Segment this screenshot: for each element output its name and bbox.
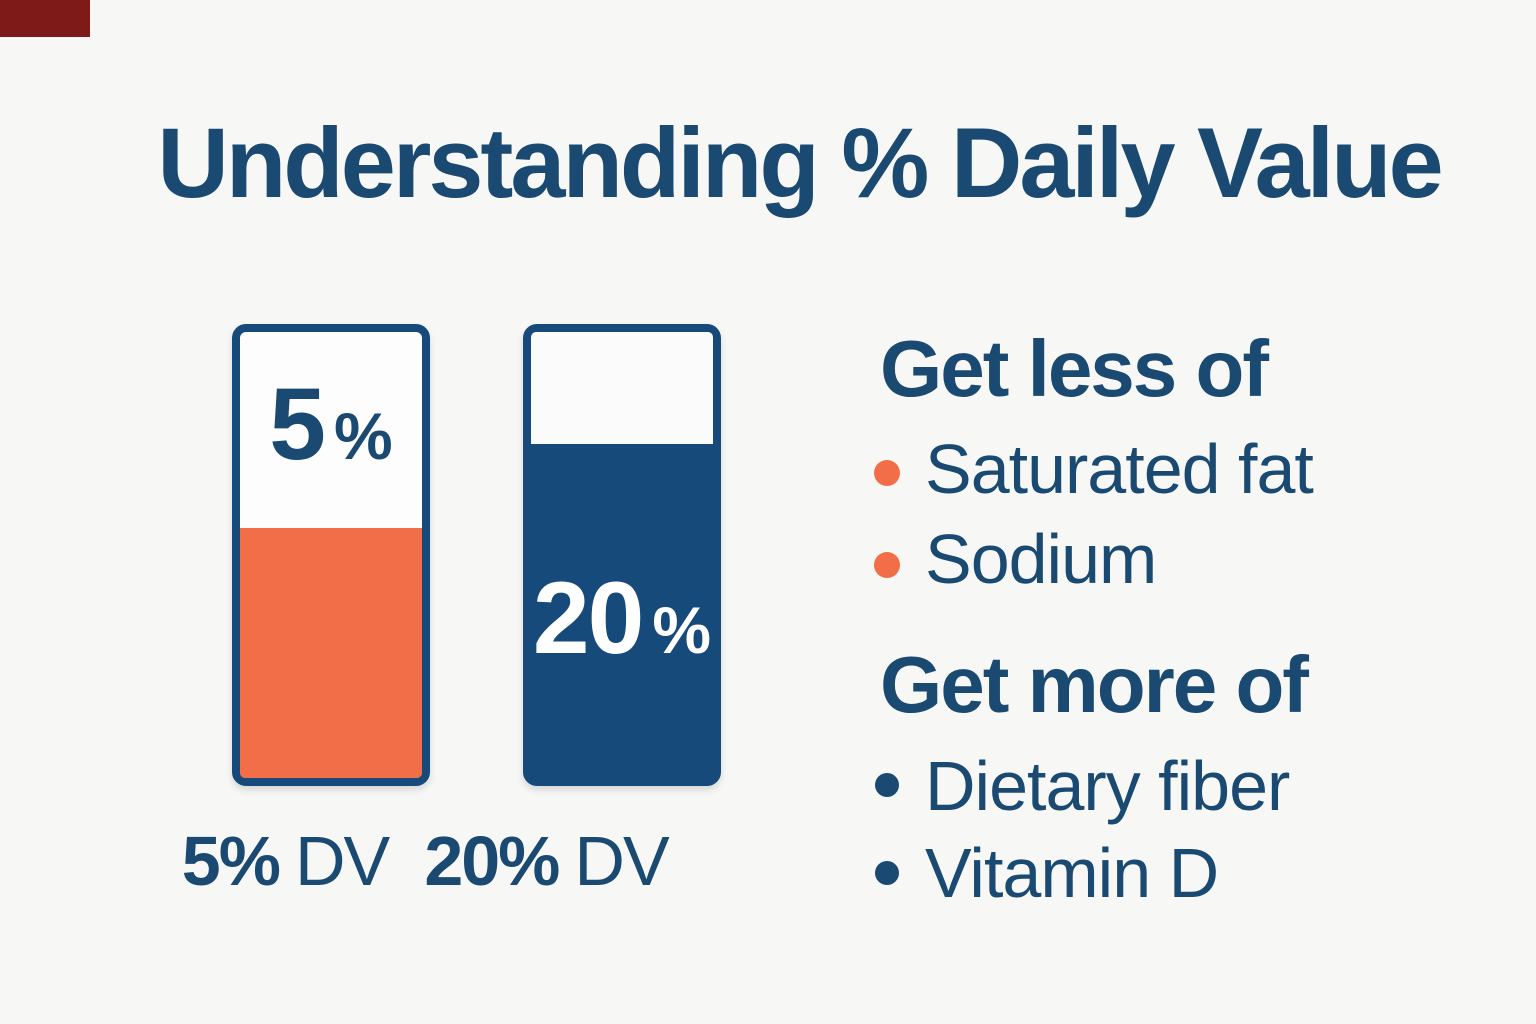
bullet-icon: [875, 773, 899, 797]
bullet-icon: [874, 460, 900, 486]
dv-bar-20-caption-suffix: DV: [574, 822, 669, 900]
dv-bar-5-percent-sign: %: [334, 399, 393, 473]
dv-bar-5-number: 5: [269, 367, 326, 481]
dv-bar-20-value: 20%: [531, 567, 713, 669]
dv-bar-5-value: 5%: [240, 373, 422, 475]
dv-bar-20-caption-number: 20%: [424, 822, 560, 900]
dv-bar-20-empty: [531, 332, 713, 444]
list-item-dietary-fiber: Dietary fiber: [925, 747, 1290, 825]
bullet-icon: [874, 552, 900, 578]
list-item-sodium: Sodium: [925, 520, 1157, 598]
dv-bar-20-percent-sign: %: [652, 593, 712, 667]
page-title: Understanding % Daily Value: [157, 107, 1443, 218]
dv-bar-5-fill: [240, 528, 422, 778]
get-more-heading: Get more of: [880, 640, 1309, 729]
corner-mark: [0, 0, 90, 37]
get-less-heading: Get less of: [880, 324, 1269, 413]
dv-bar-5-caption-suffix: DV: [294, 822, 390, 900]
dv-bar-20-caption: 20% DV: [424, 826, 669, 896]
list-item-saturated-fat: Saturated fat: [925, 430, 1314, 508]
list-item-vitamin-d: Vitamin D: [925, 834, 1219, 912]
dv-bar-5-caption-number: 5%: [181, 822, 281, 900]
dv-bar-20: 20%: [523, 324, 721, 786]
dv-bar-5: 5%: [232, 324, 430, 786]
dv-bar-5-caption: 5% DV: [182, 826, 390, 896]
bullet-icon: [875, 861, 899, 885]
dv-bar-20-number: 20: [532, 561, 644, 675]
